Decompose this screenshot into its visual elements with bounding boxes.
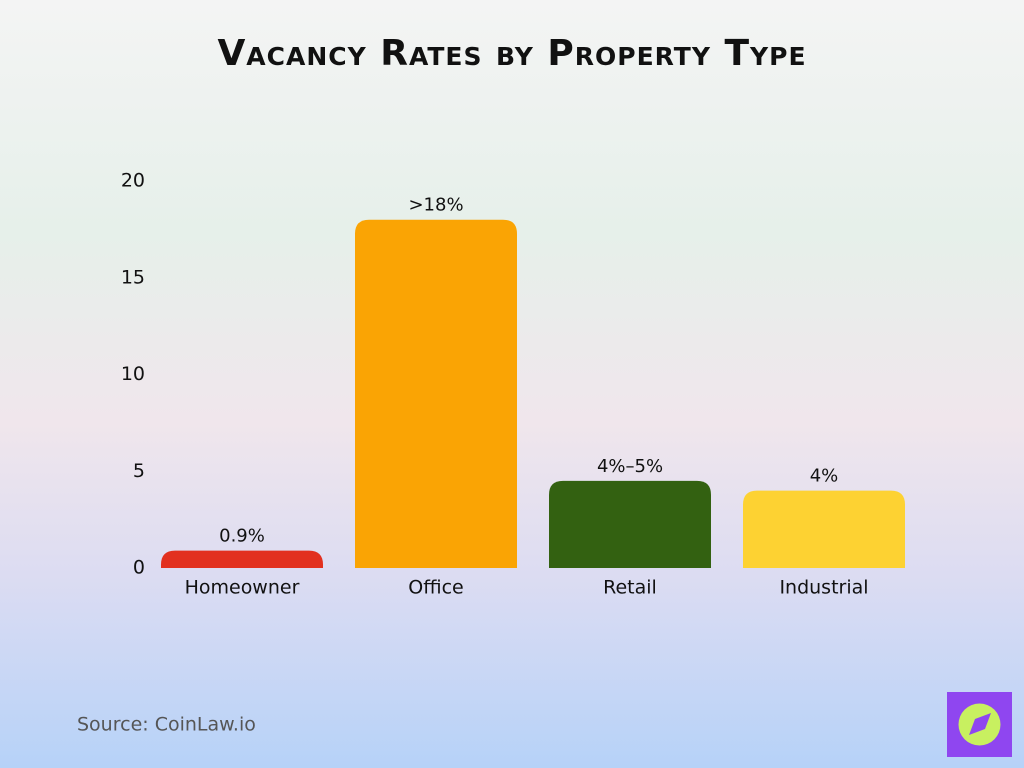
value-label: 0.9%: [219, 526, 265, 547]
chart-title: Vacancy Rates by Property Type: [217, 33, 806, 74]
y-tick-label: 5: [133, 460, 145, 482]
bar: [743, 490, 905, 568]
value-label: 4%: [810, 466, 839, 487]
source: Source: CoinLaw.io: [77, 714, 256, 736]
x-tick-label: Retail: [603, 577, 657, 599]
y-tick-label: 15: [121, 266, 145, 288]
y-tick-label: 10: [121, 363, 145, 385]
bar: [355, 219, 517, 568]
x-tick-label: Industrial: [779, 577, 868, 599]
x-tick-label: Office: [408, 577, 463, 599]
value-label: 4%–5%: [597, 456, 663, 477]
x-tick-label: Homeowner: [185, 577, 300, 599]
logo: [947, 692, 1012, 757]
value-label: >18%: [408, 195, 463, 216]
bar: [161, 550, 323, 568]
bar: [549, 480, 711, 568]
y-tick-label: 20: [121, 170, 145, 192]
logo-needle: [969, 713, 991, 735]
y-tick-label: 0: [133, 557, 145, 579]
